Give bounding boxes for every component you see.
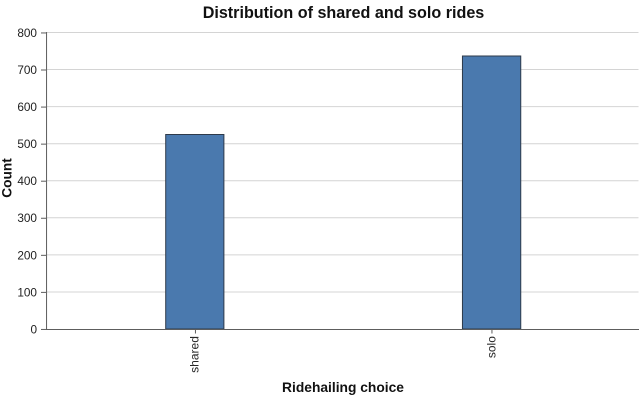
svg-text:700: 700: [17, 63, 37, 77]
svg-text:100: 100: [17, 285, 37, 299]
svg-text:Distribution of shared and sol: Distribution of shared and solo rides: [203, 4, 485, 22]
svg-text:800: 800: [17, 26, 37, 40]
svg-text:solo: solo: [485, 336, 499, 358]
svg-text:500: 500: [17, 137, 37, 151]
svg-text:0: 0: [30, 322, 37, 336]
svg-text:600: 600: [17, 100, 37, 114]
svg-text:Count: Count: [0, 158, 15, 198]
svg-text:Ridehailing choice: Ridehailing choice: [282, 380, 404, 395]
svg-text:400: 400: [17, 174, 37, 188]
svg-text:200: 200: [17, 248, 37, 262]
svg-text:300: 300: [17, 211, 37, 225]
svg-text:shared: shared: [187, 336, 201, 373]
